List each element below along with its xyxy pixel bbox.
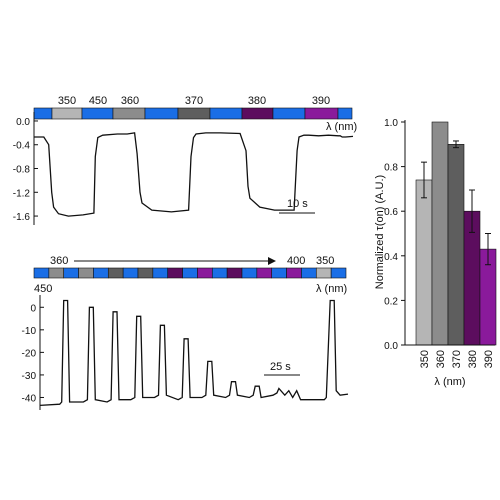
top-y-tick-label: -1.6 [13, 212, 31, 223]
bottom-bar-segment-7 [137, 267, 154, 279]
bar-x-axis-label: λ (nm) [434, 376, 465, 388]
top-wavelength-labels: 350 450 360 370 380 390 [58, 95, 330, 107]
bottom-bar-segment-4 [93, 267, 109, 279]
bottom-bar-segment-6 [122, 267, 139, 279]
bar-x-tick-label: 380 [467, 350, 479, 368]
bar-y-tick-label: 0.8 [384, 163, 398, 174]
bottom-bar-segment-3 [78, 267, 94, 279]
top-bar-segment-10 [337, 107, 353, 120]
bar-x-tick-label: 360 [435, 350, 447, 368]
error-bars [421, 140, 491, 266]
top-wavelength-unit: λ (nm) [326, 121, 357, 133]
bottom-bar-segment-9 [167, 267, 183, 279]
top-y-tick-label: -1.2 [13, 188, 31, 199]
top-y-tick-label: 0.0 [16, 117, 30, 128]
bar-y-axis-label: Normalized τ(on) (A.U.) [374, 175, 386, 289]
top-bar-segment-8 [272, 107, 306, 120]
top-bar-segment-5 [177, 107, 211, 120]
top-wavelength-bar [33, 107, 353, 120]
bottom-bar-segment-8 [152, 267, 169, 279]
bottom-bar-segment-5 [107, 267, 124, 279]
bottom-bar-segment-15 [256, 267, 273, 279]
bar-x-tick-labels: 350 360 370 380 390 [419, 350, 495, 368]
bottom-wavelength-unit: λ (nm) [316, 283, 347, 295]
bottom-y-tick-label: -10 [22, 326, 37, 337]
normalized-tau-bar-chart: 0.0 0.2 0.4 0.6 0.8 1.0 350 360 370 380 390 Norma… [374, 118, 497, 388]
bar-370 [447, 144, 465, 346]
bottom-bar-segment-11 [197, 267, 213, 279]
top-bar-segment-6 [209, 107, 243, 120]
bottom-bar-segment-0 [33, 267, 50, 279]
bottom-y-ticks: 0 -10 -20 -30 -40 [22, 303, 44, 404]
bottom-y-tick-label: 0 [30, 303, 36, 314]
bottom-bar-segment-10 [182, 267, 198, 279]
bottom-bar-segment-14 [241, 267, 258, 279]
bottom-kinetics-panel: 360 400 350 450 λ (nm) 0 -10 -20 -30 -40 25 … [22, 255, 349, 410]
bottom-bar-segment-17 [286, 267, 302, 279]
bottom-y-tick-label: -30 [22, 371, 37, 382]
top-wavelength-label: 360 [121, 95, 139, 107]
bar-y-tick-label: 0.0 [384, 341, 398, 352]
bottom-end-label: 350 [316, 255, 334, 267]
top-y-tick-label: -0.8 [13, 165, 31, 176]
top-bar-segment-2 [81, 107, 114, 120]
top-wavelength-label: 390 [312, 95, 330, 107]
top-bar-segment-4 [144, 107, 179, 120]
bar-350 [415, 179, 433, 346]
top-wavelength-label: 450 [89, 95, 107, 107]
top-wavelength-label: 380 [248, 95, 266, 107]
top-bar-segment-9 [304, 107, 339, 120]
bottom-start-label: 450 [34, 283, 52, 295]
bottom-scale-label: 25 s [270, 361, 291, 373]
bar-y-ticks: 0.0 0.2 0.4 0.6 0.8 1.0 [384, 118, 405, 352]
bottom-y-tick-label: -40 [22, 393, 37, 404]
top-scale-label: 10 s [287, 198, 308, 210]
top-kinetics-panel: 350 450 360 370 380 390 λ (nm) 0.0 -0.4 -0.8 -1.… [13, 95, 357, 225]
top-bar-segment-1 [51, 107, 83, 120]
top-y-tick-label: -0.4 [13, 141, 31, 152]
top-bar-segment-7 [241, 107, 274, 120]
bottom-bar-segment-20 [330, 267, 347, 279]
bottom-arrow-end-label: 400 [287, 255, 305, 267]
bottom-bar-segment-16 [271, 267, 287, 279]
bar-x-tick-label: 350 [419, 350, 431, 368]
bottom-wavelength-bar [33, 267, 347, 279]
bottom-kinetics-trace [39, 299, 349, 407]
bar-y-tick-label: 0.4 [384, 252, 398, 263]
bar-x-tick-label: 370 [451, 350, 463, 368]
top-wavelength-label: 350 [58, 95, 76, 107]
bar-y-tick-label: 0.6 [384, 207, 398, 218]
bottom-bar-segment-19 [315, 267, 332, 279]
bottom-bar-segment-12 [211, 267, 228, 279]
top-y-ticks: 0.0 -0.4 -0.8 -1.2 -1.6 [13, 117, 38, 223]
bar-series [415, 121, 497, 346]
bottom-bar-segment-18 [301, 267, 317, 279]
bottom-y-tick-label: -20 [22, 348, 37, 359]
bar-x-tick-label: 390 [483, 350, 495, 368]
top-bar-segment-0 [33, 107, 53, 120]
top-kinetics-trace [34, 132, 354, 217]
bottom-bar-segment-2 [63, 267, 79, 279]
top-wavelength-label: 370 [185, 95, 203, 107]
bar-360 [431, 121, 449, 346]
bar-y-tick-label: 1.0 [384, 118, 398, 129]
bottom-bar-segment-13 [226, 267, 243, 279]
bar-y-tick-label: 0.2 [384, 296, 398, 307]
bottom-arrow-head [268, 257, 276, 265]
bottom-arrow-start-label: 360 [50, 255, 68, 267]
bottom-bar-segment-1 [48, 267, 65, 279]
top-bar-segment-3 [112, 107, 146, 120]
